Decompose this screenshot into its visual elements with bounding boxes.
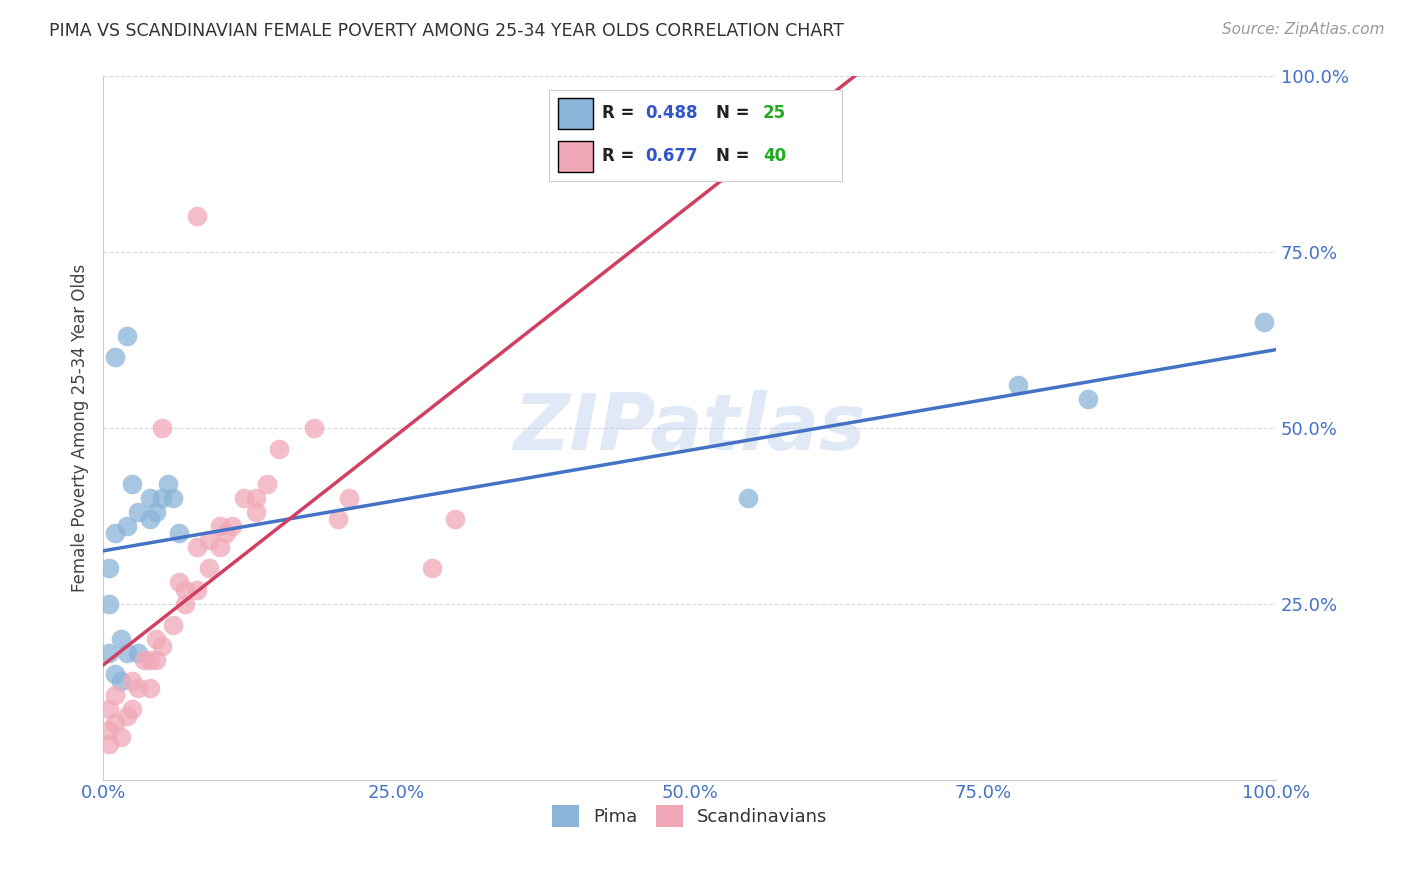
Point — [145, 632, 167, 646]
Point — [127, 681, 149, 695]
Point — [245, 505, 267, 519]
Point — [326, 512, 349, 526]
Point — [110, 673, 132, 688]
Point — [162, 491, 184, 505]
Point — [104, 667, 127, 681]
Point — [104, 350, 127, 364]
Point — [104, 526, 127, 541]
Point — [98, 738, 121, 752]
Point — [145, 653, 167, 667]
Point — [209, 541, 232, 555]
Point — [110, 632, 132, 646]
Point — [169, 575, 191, 590]
Point — [98, 723, 121, 738]
Point — [245, 491, 267, 505]
Point — [127, 646, 149, 660]
Point — [197, 561, 219, 575]
Point — [139, 491, 162, 505]
Point — [444, 512, 467, 526]
Point — [197, 533, 219, 548]
Point — [115, 709, 138, 723]
Point — [186, 541, 208, 555]
Point — [209, 519, 232, 533]
Point — [267, 442, 290, 456]
Point — [420, 561, 443, 575]
Point — [156, 476, 179, 491]
Point — [186, 582, 208, 597]
Point — [110, 731, 132, 745]
Point — [121, 476, 143, 491]
Point — [1007, 378, 1029, 392]
Point — [232, 491, 254, 505]
Text: PIMA VS SCANDINAVIAN FEMALE POVERTY AMONG 25-34 YEAR OLDS CORRELATION CHART: PIMA VS SCANDINAVIAN FEMALE POVERTY AMON… — [49, 22, 844, 40]
Point — [98, 597, 121, 611]
Point — [1077, 392, 1099, 407]
Text: ZIPatlas: ZIPatlas — [513, 390, 866, 466]
Point — [98, 561, 121, 575]
Point — [150, 420, 173, 434]
Point — [98, 646, 121, 660]
Point — [139, 512, 162, 526]
Point — [150, 491, 173, 505]
Point — [104, 716, 127, 731]
Point — [162, 617, 184, 632]
Point — [127, 505, 149, 519]
Point — [169, 526, 191, 541]
Point — [115, 646, 138, 660]
Point — [215, 526, 238, 541]
Point — [737, 491, 759, 505]
Point — [221, 519, 243, 533]
Text: Source: ZipAtlas.com: Source: ZipAtlas.com — [1222, 22, 1385, 37]
Point — [134, 653, 156, 667]
Point — [339, 491, 361, 505]
Point — [1253, 315, 1275, 329]
Point — [139, 681, 162, 695]
Point — [174, 597, 197, 611]
Point — [139, 653, 162, 667]
Y-axis label: Female Poverty Among 25-34 Year Olds: Female Poverty Among 25-34 Year Olds — [72, 263, 89, 591]
Point — [121, 702, 143, 716]
Point — [302, 420, 325, 434]
Point — [104, 688, 127, 702]
Point — [115, 329, 138, 343]
Point — [256, 476, 278, 491]
Point — [186, 210, 208, 224]
Point — [121, 673, 143, 688]
Point — [98, 702, 121, 716]
Point — [150, 639, 173, 653]
Point — [174, 582, 197, 597]
Point — [145, 505, 167, 519]
Point — [115, 519, 138, 533]
Legend: Pima, Scandinavians: Pima, Scandinavians — [544, 797, 835, 834]
